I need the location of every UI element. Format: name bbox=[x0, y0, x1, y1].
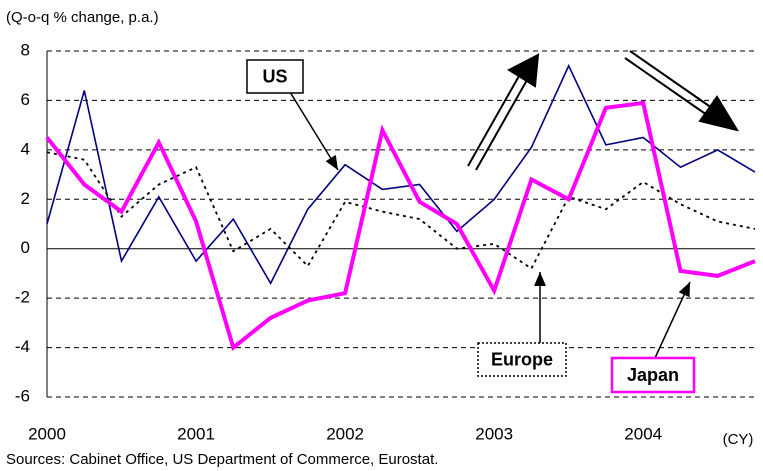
y-tick-label: 8 bbox=[21, 40, 30, 59]
legend-box bbox=[610, 356, 696, 394]
series-line bbox=[45, 100, 756, 352]
callout-arrowhead bbox=[325, 154, 338, 170]
y-tick-label: 2 bbox=[21, 189, 30, 208]
series-line bbox=[46, 151, 756, 270]
y-tick-label: 0 bbox=[21, 238, 30, 257]
callout-arrowhead bbox=[534, 272, 546, 286]
x-axis-label: (CY) bbox=[723, 431, 754, 448]
legend-label: US bbox=[262, 66, 287, 86]
legend-box bbox=[246, 59, 304, 94]
arrow-line bbox=[624, 57, 708, 116]
y-axis-label: (Q-o-q % change, p.a.) bbox=[6, 9, 159, 26]
series-line bbox=[46, 63, 756, 285]
legend-label: Europe bbox=[491, 349, 553, 369]
y-tick-label: 4 bbox=[21, 139, 30, 158]
callout-line bbox=[289, 91, 339, 171]
callout-arrowhead bbox=[678, 282, 690, 298]
x-tick-label: 2002 bbox=[326, 424, 364, 443]
trend-arrows bbox=[467, 50, 740, 171]
x-tick-label: 2004 bbox=[624, 424, 662, 443]
x-tick-label: 2000 bbox=[28, 424, 66, 443]
y-tick-label: -4 bbox=[15, 337, 30, 356]
arrow-head bbox=[506, 53, 540, 88]
y-tick-label: -2 bbox=[15, 288, 30, 307]
source: Sources: Cabinet Office, US Department o… bbox=[6, 451, 438, 468]
y-tick-label: -6 bbox=[15, 386, 30, 405]
arrow-line bbox=[467, 75, 520, 167]
x-tick-label: 2003 bbox=[475, 424, 513, 443]
arrow-line bbox=[629, 50, 713, 109]
arrow-head bbox=[698, 95, 740, 132]
x-tick-label: 2001 bbox=[177, 424, 215, 443]
legend-box bbox=[477, 342, 567, 377]
y-tick-label: 6 bbox=[21, 90, 30, 109]
arrow-line bbox=[475, 79, 528, 171]
legend-label: Japan bbox=[627, 365, 679, 385]
